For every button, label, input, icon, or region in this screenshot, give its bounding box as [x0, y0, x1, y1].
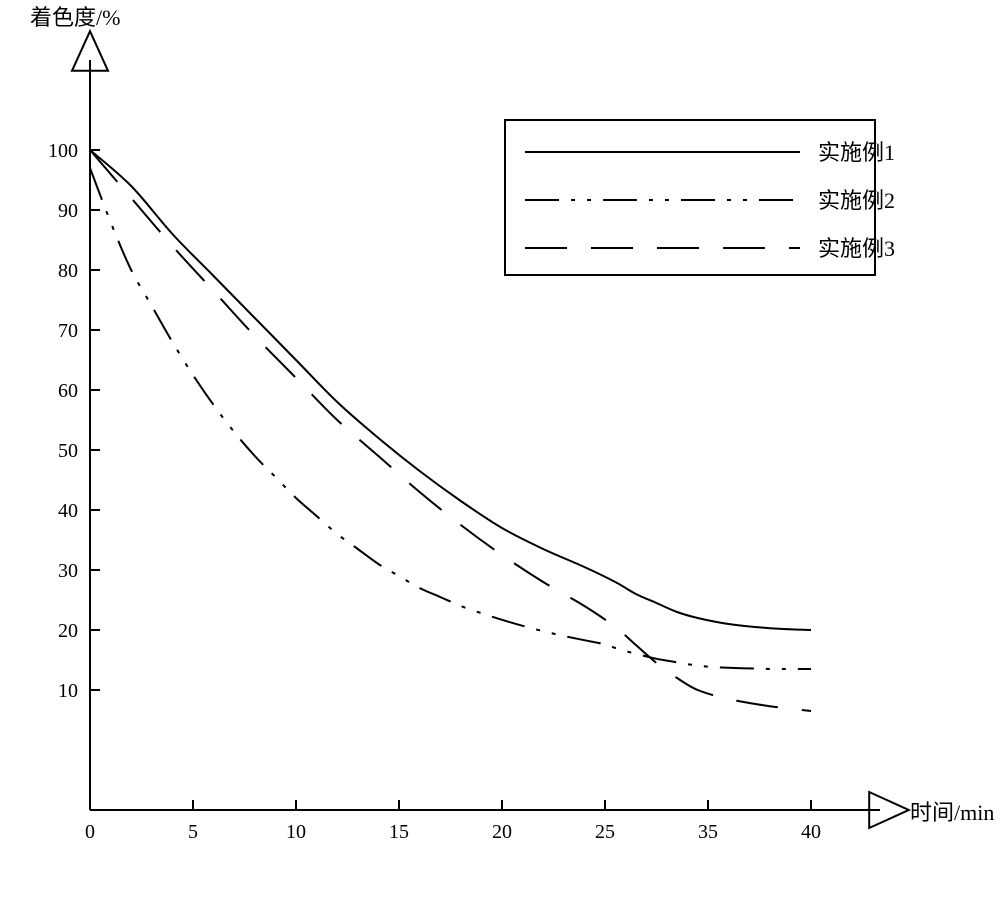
y-tick-label: 30: [58, 560, 78, 582]
y-tick-label: 60: [58, 380, 78, 402]
x-tick-label: 20: [492, 821, 512, 843]
chart-container: 10 20 30 40 50 60 70 80 90 100 0 5 10 15 20 25 35 40 着色度/%…: [0, 0, 1000, 900]
y-tick-label: 100: [48, 140, 78, 162]
x-tick-label: 40: [801, 821, 821, 843]
chart-bg: [0, 0, 1000, 900]
y-tick-label: 10: [58, 680, 78, 702]
y-tick-label: 80: [58, 260, 78, 282]
legend-label-2: 实施例2: [818, 188, 895, 213]
x-tick-label: 25: [595, 821, 615, 843]
y-axis-title: 着色度/%: [30, 5, 120, 30]
line-chart: 10 20 30 40 50 60 70 80 90 100 0 5 10 15 20 25 35 40 着色度/%…: [0, 0, 1000, 900]
y-tick-label: 70: [58, 320, 78, 342]
legend-label-1: 实施例1: [818, 140, 895, 165]
x-tick-label: 35: [698, 821, 718, 843]
x-tick-label: 10: [286, 821, 306, 843]
y-tick-label: 50: [58, 440, 78, 462]
y-tick-label: 90: [58, 200, 78, 222]
legend-label-3: 实施例3: [818, 236, 895, 261]
y-tick-label: 40: [58, 500, 78, 522]
x-tick-label: 0: [85, 821, 95, 843]
x-tick-label: 15: [389, 821, 409, 843]
y-tick-label: 20: [58, 620, 78, 642]
x-tick-label: 5: [188, 821, 198, 843]
x-axis-title: 时间/min: [910, 800, 994, 825]
